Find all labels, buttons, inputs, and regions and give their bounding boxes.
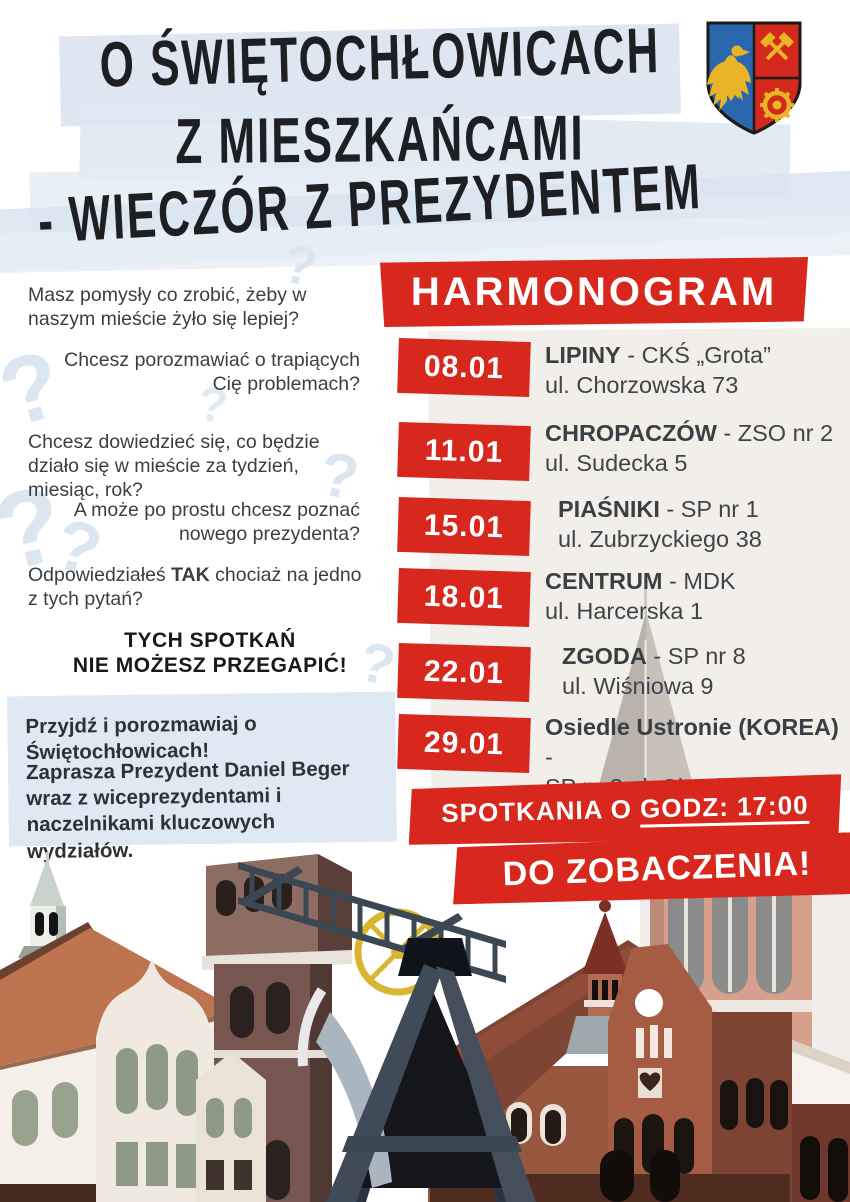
question-paragraph-3: Chcesz dowiedzieć się, co będzie działo … bbox=[28, 431, 325, 502]
date-badge: 15.01 bbox=[397, 496, 531, 557]
date-badge: 29.01 bbox=[397, 713, 531, 774]
venue-detail: - ZSO nr 2 bbox=[716, 420, 834, 446]
venue-name: PIAŚNIKI bbox=[558, 496, 660, 522]
date-badge: 18.01 bbox=[397, 567, 531, 628]
question-paragraph-2: Chcesz porozmawiać o trapiących Cię prob… bbox=[64, 349, 366, 396]
headframe-pipe bbox=[297, 987, 327, 1067]
schedule-row: CHROPACZÓW - ZSO nr 2 ul. Sudecka 5 bbox=[545, 418, 850, 478]
venue-name: Osiedle Ustronie (KOREA) bbox=[545, 714, 839, 740]
date-badge: 08.01 bbox=[397, 337, 531, 398]
venue-name: CENTRUM bbox=[545, 568, 663, 594]
question-paragraph-1: Masz pomysły co zrobić, żeby w naszym mi… bbox=[28, 284, 312, 331]
eagle-icon bbox=[707, 45, 751, 111]
townhall-right-wing bbox=[712, 1012, 792, 1202]
venue-address: ul. Wiśniowa 9 bbox=[562, 673, 714, 700]
spire-watermark bbox=[597, 574, 695, 792]
date-badge: 22.01 bbox=[397, 642, 531, 703]
schedule-row: CENTRUM - MDK ul. Harcerska 1 bbox=[545, 566, 850, 626]
hammers-icon bbox=[760, 32, 794, 61]
venue-address: ul. Chorzowska 73 bbox=[545, 372, 739, 399]
harmonogram-banner: HARMONOGRAM bbox=[380, 257, 808, 327]
venue-address: ul. Zubrzyckiego 38 bbox=[558, 526, 762, 553]
confirm-pre: Odpowiedziałeś bbox=[28, 564, 172, 586]
time-value: GODZ: 17:00 bbox=[640, 790, 809, 828]
schedule-row: LIPINY - CKŚ „Grota” ul. Chorzowska 73 bbox=[545, 340, 850, 400]
confirm-post: chociaż na jedno z tych pytań? bbox=[28, 564, 367, 611]
urgency-heading: TYCH SPOTKAŃ NIE MOŻESZ PRZEGAPIĆ! bbox=[30, 628, 390, 678]
brick-townhall bbox=[428, 900, 792, 1202]
mine-headframe bbox=[238, 862, 536, 1202]
headframe-cap bbox=[398, 938, 472, 976]
venue-address: ul. Sudecka 5 bbox=[545, 450, 688, 477]
invite-box: Przyjdź i porozmawiaj o Świętochłowicach… bbox=[7, 691, 397, 863]
venue-address: ul. Harcerska 1 bbox=[545, 598, 704, 625]
schedule-row: ZGODA - SP nr 8 ul. Wiśniowa 9 bbox=[562, 641, 850, 701]
time-prefix: SPOTKANIA O bbox=[440, 793, 641, 829]
invite-line-2: Zaprasza Prezydent Daniel Beger wraz z w… bbox=[25, 757, 350, 863]
gabled-house bbox=[196, 1052, 266, 1202]
venue-detail: - MDK bbox=[662, 568, 736, 594]
venue-name: ZGODA bbox=[562, 643, 647, 669]
urgency-line-2: NIE MOŻESZ PRZEGAPIĆ! bbox=[72, 654, 348, 678]
confirm-emphasis: TAK bbox=[171, 564, 210, 586]
venue-detail: - SP nr 1 bbox=[659, 496, 759, 522]
confirm-paragraph: Odpowiedziałeś TAK chociaż na jedno z ty… bbox=[28, 563, 373, 611]
venue-detail: - CKŚ „Grota” bbox=[620, 342, 771, 368]
city-illustration bbox=[0, 852, 850, 1202]
date-badge: 11.01 bbox=[397, 421, 531, 482]
question-paragraph-4: A może po prostu chcesz poznać nowego pr… bbox=[73, 499, 366, 546]
venue-detail: - bbox=[545, 744, 553, 771]
gear-icon bbox=[760, 88, 794, 122]
schedule-row: PIAŚNIKI - SP nr 1 ul. Zubrzyckiego 38 bbox=[558, 494, 850, 554]
headframe-strut bbox=[342, 1136, 522, 1152]
urgency-line-1: TYCH SPOTKAŃ bbox=[124, 629, 296, 652]
venue-detail: - SP nr 8 bbox=[646, 643, 746, 669]
coat-of-arms bbox=[706, 21, 802, 135]
venue-name: CHROPACZÓW bbox=[545, 420, 717, 446]
venue-name: LIPINY bbox=[545, 342, 621, 368]
